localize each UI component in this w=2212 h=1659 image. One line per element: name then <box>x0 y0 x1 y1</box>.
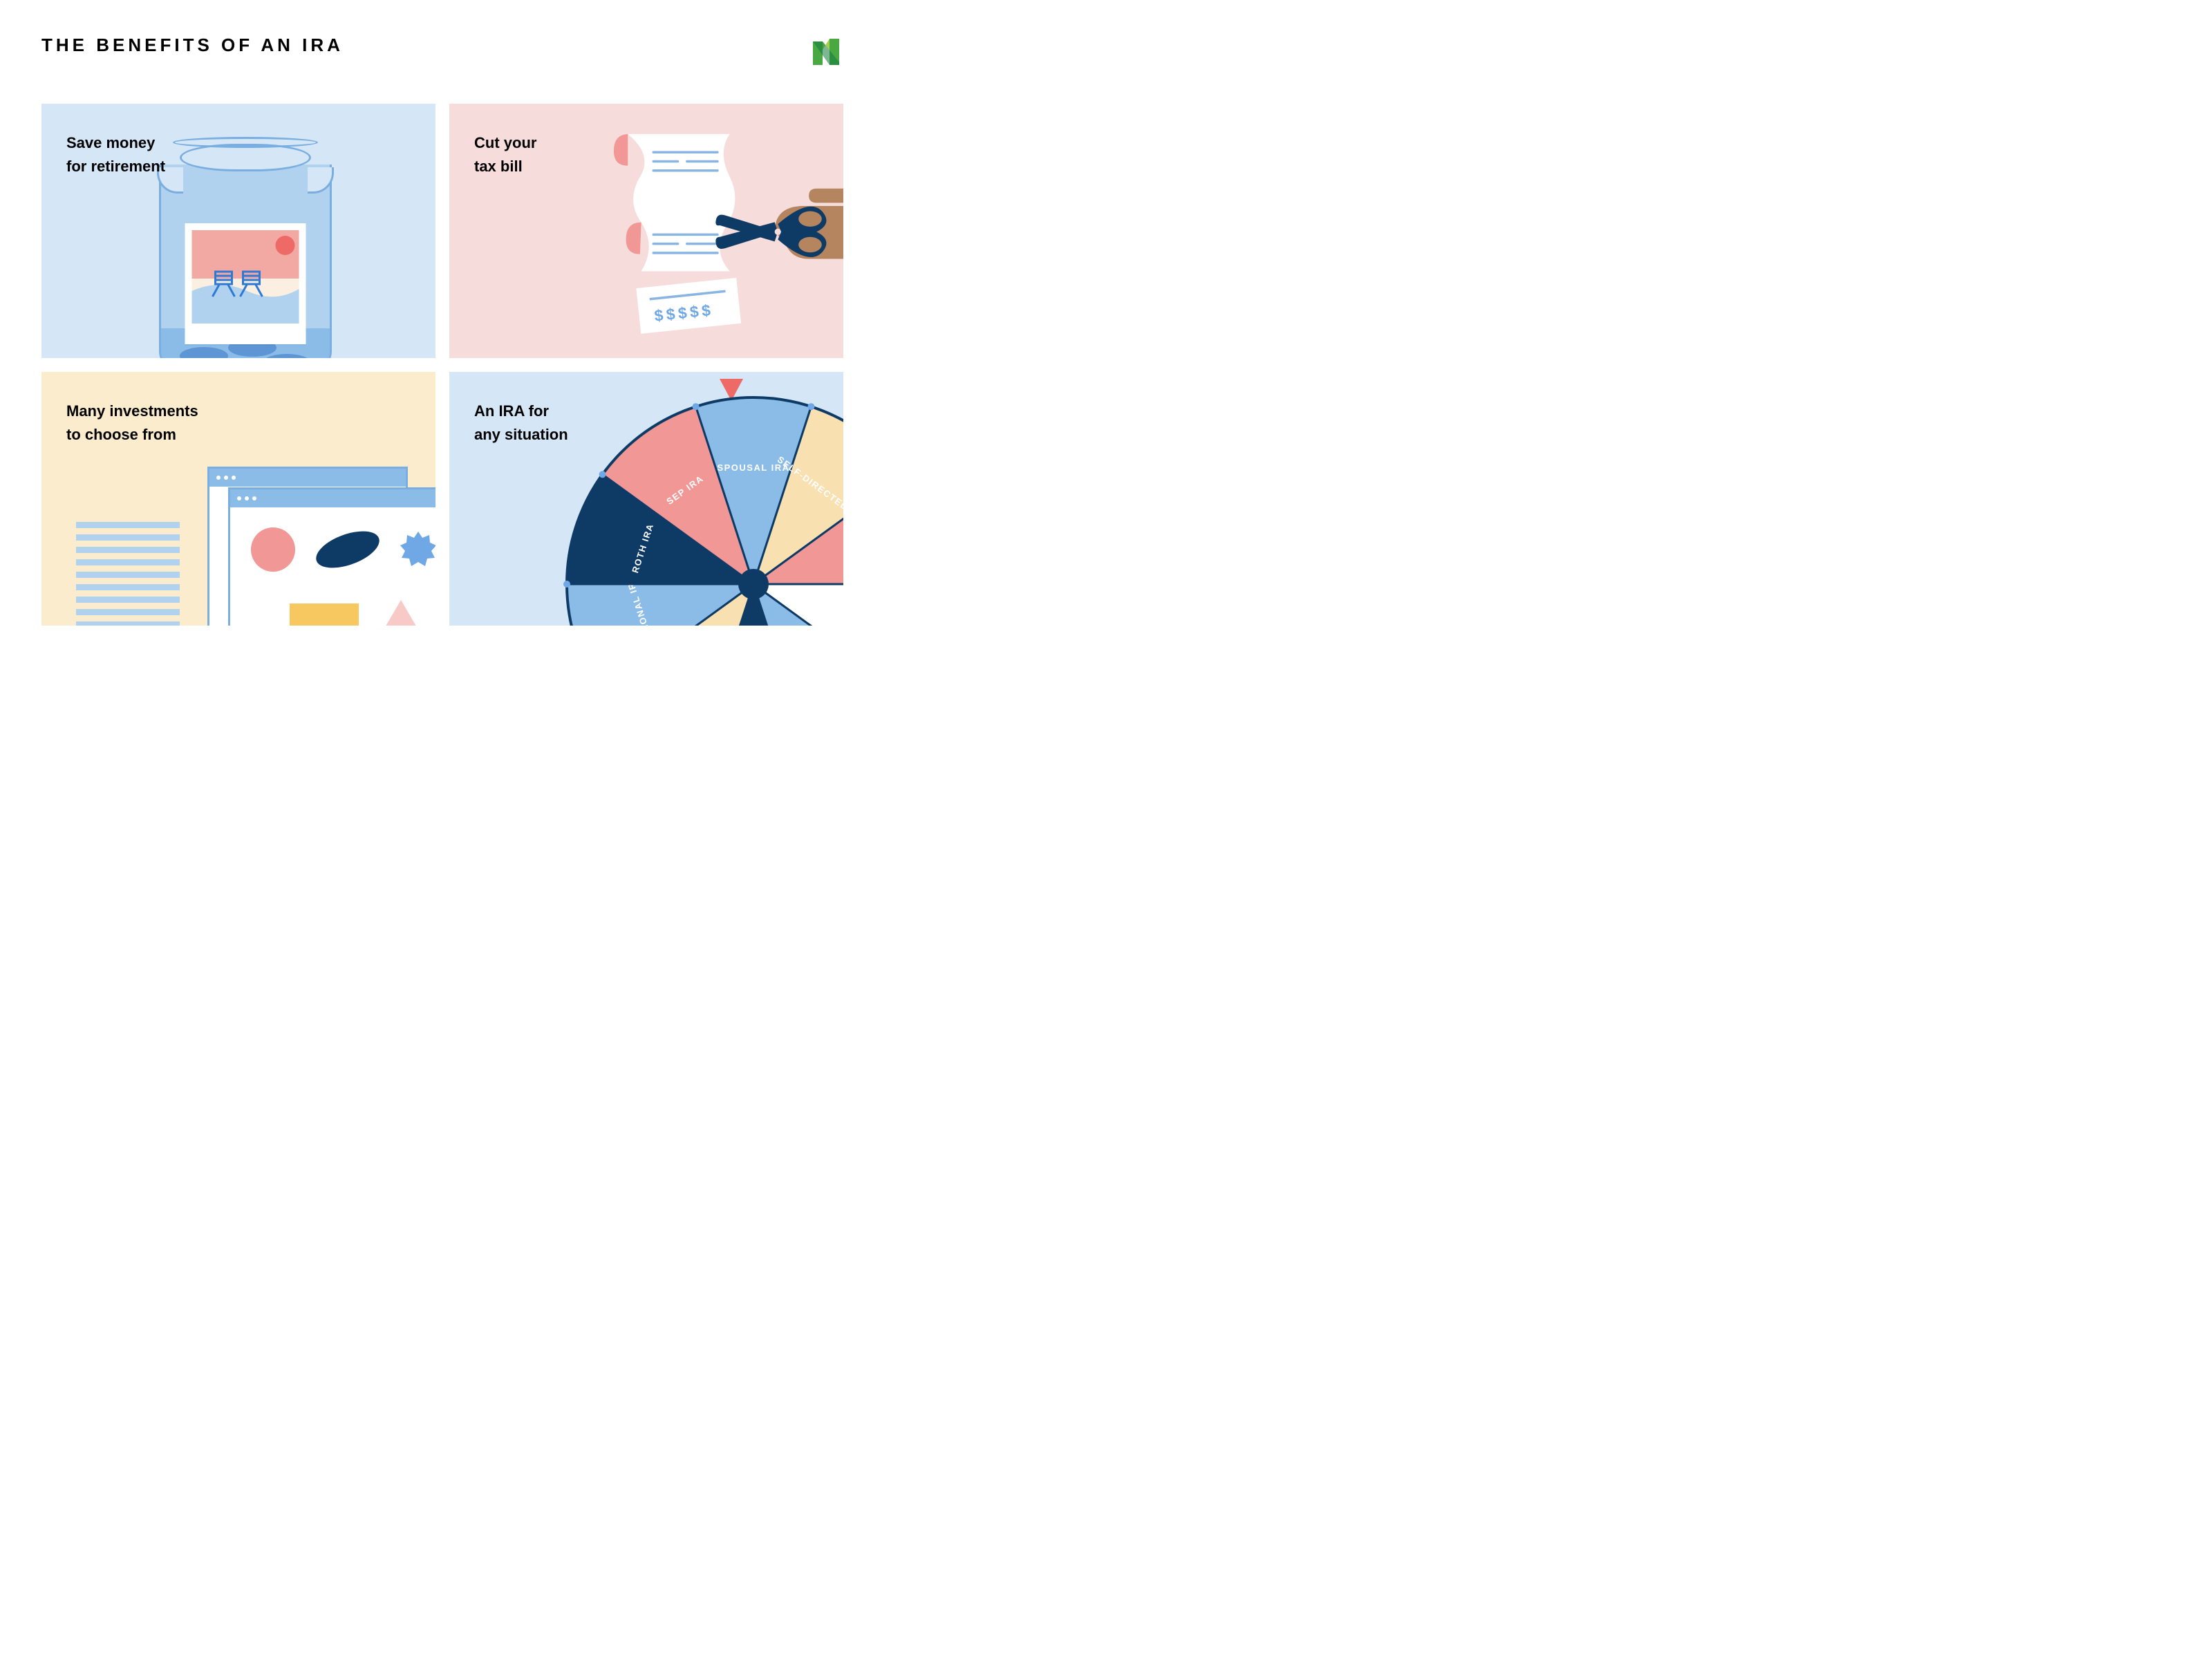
shape-ellipse-icon <box>313 529 382 570</box>
shape-rect-icon <box>290 603 359 626</box>
shape-triangle-icon <box>377 600 425 626</box>
page-title: THE BENEFITS OF AN IRA <box>41 35 344 56</box>
shape-circle-icon <box>251 527 295 572</box>
header: THE BENEFITS OF AN IRA <box>41 35 843 69</box>
paper-stack-icon <box>76 522 180 626</box>
card-invest-line1: Many investments <box>66 400 411 423</box>
card-save-line1: Save money <box>66 131 411 155</box>
card-investments: Many investments to choose from <box>41 372 435 626</box>
card-types-line1: An IRA for <box>474 400 818 423</box>
browser-window-front <box>228 487 435 626</box>
card-types-text: An IRA for any situation <box>474 400 818 447</box>
shape-burst-icon <box>400 532 435 568</box>
card-cut-tax: Cut your tax bill <box>449 104 843 358</box>
card-save-retirement: Save money for retirement <box>41 104 435 358</box>
card-invest-text: Many investments to choose from <box>66 400 411 447</box>
card-ira-types: An IRA for any situation SPOUSAL IRASELF… <box>449 372 843 626</box>
scissors-illustration <box>712 187 843 283</box>
card-invest-line2: to choose from <box>66 423 411 447</box>
card-save-text: Save money for retirement <box>66 131 411 178</box>
card-save-line2: for retirement <box>66 155 411 178</box>
card-tax-text: Cut your tax bill <box>474 131 818 178</box>
infographic-container: THE BENEFITS OF AN IRA Save money for re… <box>0 0 885 664</box>
cards-grid: Save money for retirement <box>41 104 843 626</box>
polaroid-icon <box>185 223 306 344</box>
card-tax-line1: Cut your <box>474 131 818 155</box>
nerdwallet-logo-icon <box>809 35 843 69</box>
card-tax-line2: tax bill <box>474 155 818 178</box>
card-types-line2: any situation <box>474 423 818 447</box>
